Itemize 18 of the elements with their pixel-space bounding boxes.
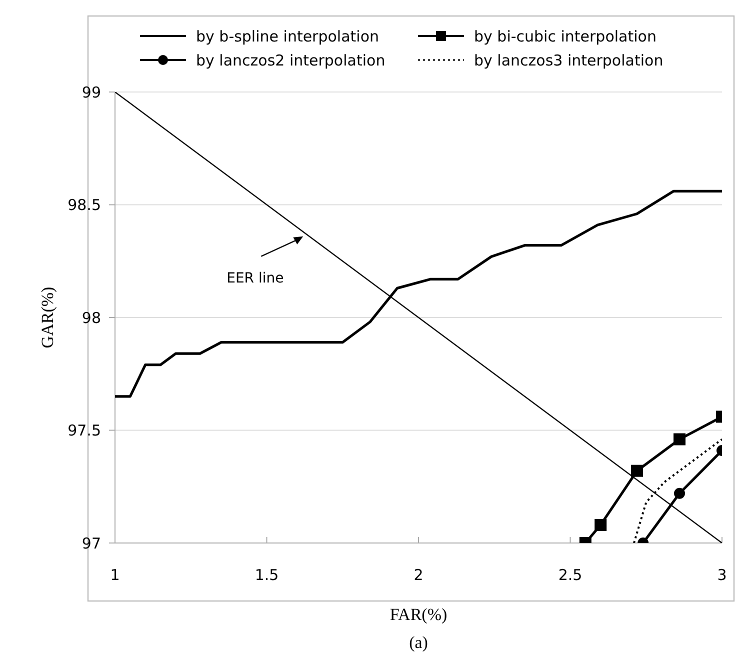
legend-label: by lanczos3 interpolation (474, 51, 664, 70)
y-tick-label: 98 (82, 308, 101, 327)
annotation: EER line (226, 270, 284, 286)
y-tick-label: 97.5 (68, 422, 101, 440)
y-tick-label: 97 (82, 534, 101, 552)
x-tick-label: 2.5 (558, 566, 582, 584)
x-tick-label: 1.5 (254, 566, 279, 584)
x-tick-label: 2 (414, 566, 424, 584)
legend-label: by b-spline interpolation (196, 27, 380, 46)
y-axis-title: GAR(%) (38, 286, 57, 348)
x-tick-label: 3 (717, 566, 727, 584)
legend-label: by bi-cubic interpolation (474, 27, 656, 46)
y-tick-label: 99 (82, 83, 101, 102)
legend-label: by lanczos2 interpolation (196, 51, 386, 70)
y-tick-label: 98.5 (68, 196, 101, 214)
text: (a) (409, 633, 428, 652)
x-tick-label: 1 (110, 566, 120, 584)
x-axis-title: FAR(%) (390, 605, 448, 624)
